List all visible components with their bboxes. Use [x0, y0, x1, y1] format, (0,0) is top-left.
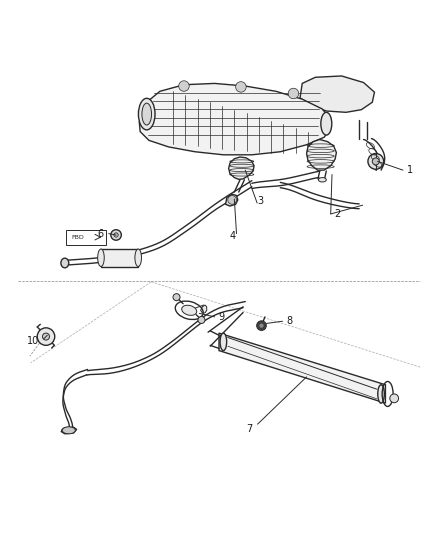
- Ellipse shape: [321, 112, 332, 135]
- Text: FBD: FBD: [71, 235, 84, 240]
- Circle shape: [368, 154, 384, 169]
- Ellipse shape: [318, 177, 326, 182]
- Ellipse shape: [98, 249, 104, 266]
- Text: 7: 7: [247, 424, 253, 433]
- Circle shape: [173, 294, 180, 301]
- Text: 10: 10: [27, 336, 39, 346]
- Polygon shape: [61, 427, 77, 434]
- Circle shape: [114, 233, 118, 237]
- Ellipse shape: [61, 258, 69, 268]
- Ellipse shape: [62, 427, 75, 434]
- Text: 2: 2: [334, 209, 340, 219]
- Circle shape: [111, 230, 121, 240]
- Text: 4: 4: [229, 231, 235, 241]
- Polygon shape: [139, 84, 331, 155]
- Polygon shape: [201, 305, 207, 313]
- Circle shape: [179, 81, 189, 91]
- Circle shape: [198, 317, 205, 324]
- Circle shape: [288, 88, 299, 99]
- Text: 8: 8: [286, 316, 292, 326]
- Circle shape: [228, 196, 237, 204]
- Circle shape: [37, 328, 55, 345]
- Polygon shape: [219, 333, 385, 403]
- Ellipse shape: [378, 385, 385, 403]
- Ellipse shape: [142, 103, 152, 125]
- Polygon shape: [300, 76, 374, 112]
- Text: 1: 1: [406, 165, 413, 175]
- Ellipse shape: [135, 249, 141, 266]
- Polygon shape: [307, 140, 336, 170]
- Polygon shape: [101, 249, 138, 266]
- Circle shape: [390, 394, 399, 403]
- Circle shape: [42, 333, 49, 340]
- Ellipse shape: [220, 333, 227, 351]
- Text: 6: 6: [98, 229, 104, 239]
- Polygon shape: [226, 194, 238, 206]
- Ellipse shape: [182, 305, 197, 316]
- FancyBboxPatch shape: [66, 230, 106, 245]
- Circle shape: [236, 82, 246, 92]
- Text: 3: 3: [258, 196, 264, 206]
- Circle shape: [257, 321, 266, 330]
- Circle shape: [259, 323, 264, 328]
- Text: 9: 9: [218, 312, 224, 322]
- Polygon shape: [229, 157, 254, 179]
- Ellipse shape: [138, 98, 155, 130]
- Circle shape: [372, 158, 379, 165]
